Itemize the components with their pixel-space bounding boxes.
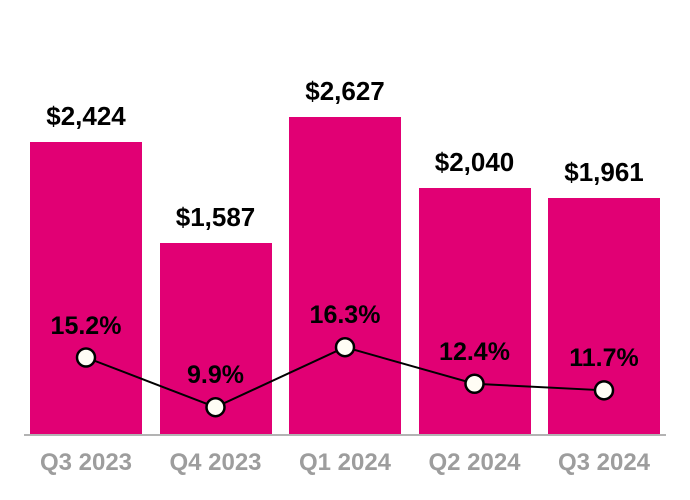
bar-value-label: $1,587 (175, 201, 256, 232)
x-tick-label: Q3 2023 (39, 449, 133, 476)
pct-label: 16.3% (309, 301, 381, 330)
x-tick-label: Q4 2023 (169, 449, 262, 476)
bar-value-label: $2,627 (305, 76, 385, 106)
line-marker (205, 396, 226, 418)
bar (289, 117, 401, 435)
line-marker (334, 336, 356, 358)
line-marker (464, 373, 485, 394)
bar-value-label: $2,424 (46, 100, 126, 131)
pct-label: 9.9% (187, 361, 244, 390)
x-tick-label: Q1 2024 (298, 449, 392, 476)
x-tick-label: Q3 2024 (557, 449, 651, 476)
x-tick-label: Q2 2024 (428, 449, 521, 476)
pct-label: 11.7% (569, 344, 639, 373)
pct-label: 15.2% (50, 311, 122, 340)
x-axis-line (24, 434, 666, 436)
bar-value-label: $1,961 (564, 156, 644, 187)
line-marker (75, 347, 97, 368)
pct-label: 12.4% (439, 337, 510, 366)
line-marker (593, 380, 615, 401)
bar (30, 141, 142, 435)
bar-value-label: $2,040 (434, 147, 515, 178)
